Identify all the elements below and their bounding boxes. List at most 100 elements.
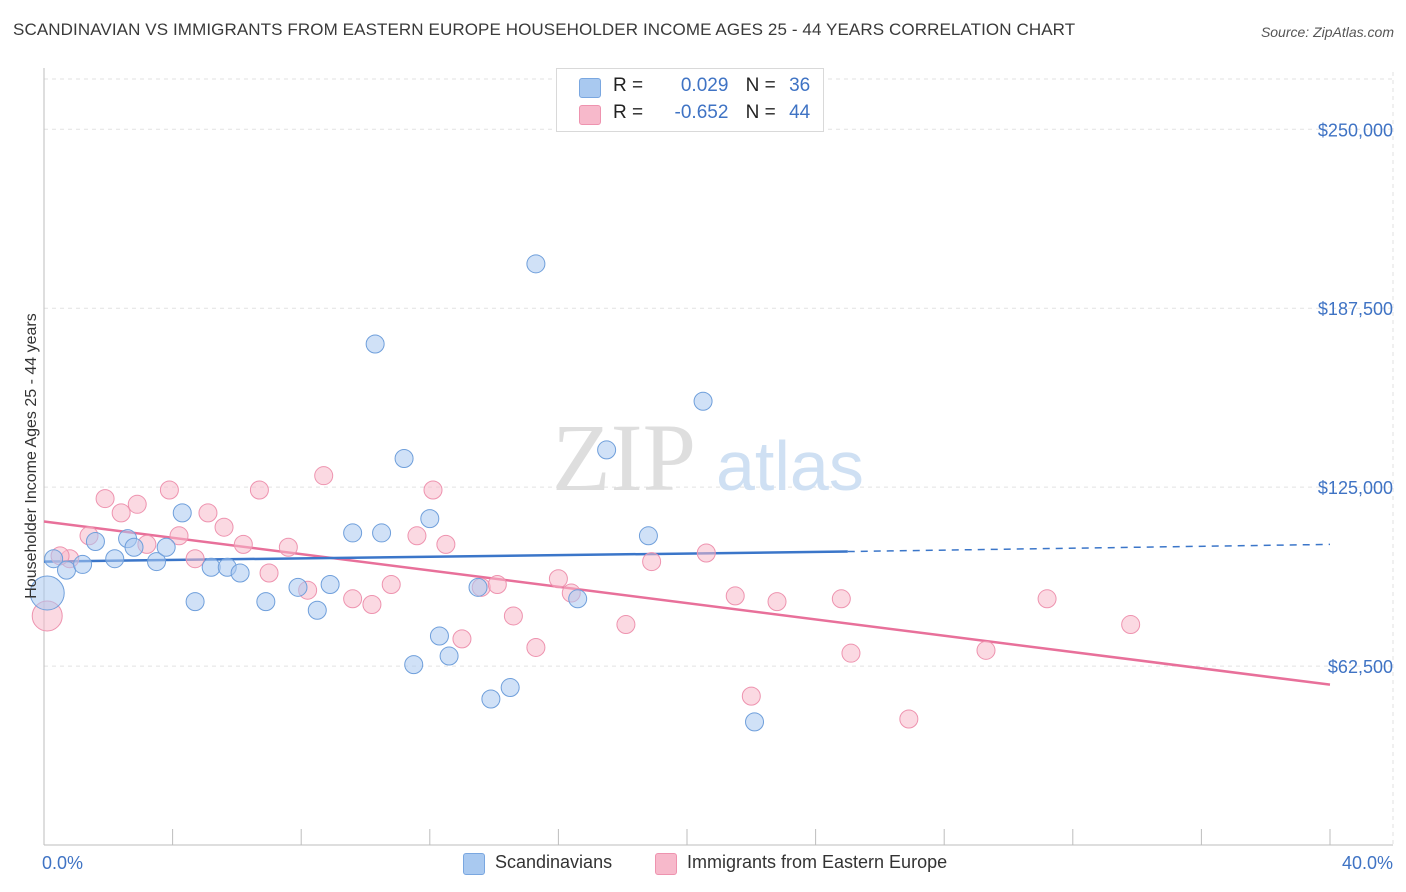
x-tick-label-min: 0.0% — [42, 853, 83, 873]
chart-title: SCANDINAVIAN VS IMMIGRANTS FROM EASTERN … — [13, 20, 1076, 39]
legend-swatch-blue — [579, 78, 601, 98]
point-eastern-europe — [381, 574, 401, 594]
point-eastern-europe — [487, 574, 507, 594]
point-eastern-europe — [642, 552, 662, 572]
point-scandinavians — [439, 646, 459, 666]
point-eastern-europe — [548, 569, 568, 589]
point-scandinavians — [320, 574, 340, 594]
legend-r-value: 0.029 — [680, 75, 729, 96]
point-eastern-europe — [233, 534, 253, 554]
point-eastern-europe — [423, 480, 443, 500]
point-scandinavians — [420, 509, 440, 529]
point-eastern-europe — [725, 586, 745, 606]
point-scandinavians — [372, 523, 392, 543]
point-eastern-europe — [436, 534, 456, 554]
legend-n-label: N = — [745, 102, 776, 123]
legend-swatch-pink — [655, 853, 677, 875]
point-eastern-europe — [767, 592, 787, 612]
point-scandinavians — [307, 600, 327, 620]
point-scandinavians — [365, 334, 385, 354]
point-eastern-europe — [343, 589, 363, 609]
legend-r-label: R = — [613, 102, 644, 123]
correlation-legend: R = 0.029 N = 36 R = -0.652 N = 44 — [556, 68, 824, 132]
point-scandinavians — [147, 552, 167, 572]
point-scandinavians — [343, 523, 363, 543]
point-eastern-europe — [259, 563, 279, 583]
y-tick-labels: $250,000 $187,500 $125,000 $62,500 — [1318, 120, 1393, 677]
trend-lines-eastern-europe — [43, 520, 1331, 686]
y-axis-label: Householder Income Ages 25 - 44 years — [23, 313, 40, 599]
y-tick-label: $250,000 — [1318, 120, 1393, 140]
point-eastern-europe — [1037, 589, 1057, 609]
legend-swatch-pink — [579, 105, 601, 125]
point-scandinavians — [73, 554, 93, 574]
legend-label: Scandinavians — [495, 852, 613, 872]
legend-swatch-blue — [463, 853, 485, 875]
point-scandinavians — [500, 678, 520, 698]
point-scandinavians — [468, 577, 488, 597]
y-tick-label: $187,500 — [1318, 299, 1393, 319]
point-scandinavians — [638, 526, 658, 546]
x-tick-label-max: 40.0% — [1342, 853, 1393, 873]
point-eastern-europe — [185, 549, 205, 569]
point-eastern-europe — [198, 503, 218, 523]
point-scandinavians — [201, 557, 221, 577]
y-tick-label: $125,000 — [1318, 478, 1393, 498]
axes — [43, 68, 1393, 846]
point-scandinavians — [105, 549, 125, 569]
legend-label: Immigrants from Eastern Europe — [687, 852, 948, 872]
point-eastern-europe — [314, 466, 334, 486]
legend-r-value: -0.652 — [674, 102, 729, 123]
source-label: Source: ZipAtlas.com — [1260, 24, 1394, 40]
point-scandinavians — [481, 689, 501, 709]
point-scandinavians — [394, 449, 414, 468]
point-scandinavians — [85, 532, 105, 552]
point-scandinavians — [256, 592, 276, 612]
point-scandinavians — [44, 549, 64, 569]
point-eastern-europe — [159, 480, 179, 500]
point-scandinavians — [172, 503, 192, 523]
point-scandinavians — [156, 537, 176, 557]
point-scandinavians — [693, 391, 713, 411]
point-eastern-europe — [831, 589, 851, 609]
point-eastern-europe — [362, 595, 382, 615]
point-scandinavians — [57, 560, 77, 580]
point-eastern-europe — [526, 637, 546, 657]
point-eastern-europe — [741, 686, 761, 706]
point-scandinavians — [568, 589, 588, 609]
trend-line-eastern-europe — [43, 520, 1331, 686]
point-eastern-europe — [249, 480, 269, 500]
point-scandinavians — [185, 592, 205, 612]
point-eastern-europe — [841, 643, 861, 663]
legend-r-label: R = — [613, 75, 644, 96]
point-scandinavians — [745, 712, 765, 732]
point-scandinavians — [429, 626, 449, 646]
point-eastern-europe — [169, 526, 189, 546]
watermark-atlas: atlas — [716, 427, 864, 505]
point-eastern-europe — [976, 640, 996, 660]
point-eastern-europe — [127, 494, 147, 514]
point-eastern-europe — [278, 537, 298, 557]
legend-n-value: 44 — [789, 102, 811, 123]
legend-n-value: 36 — [789, 75, 811, 96]
point-scandinavians — [29, 575, 65, 611]
points-scandinavians — [29, 254, 765, 732]
point-eastern-europe — [407, 526, 427, 546]
point-scandinavians — [526, 254, 546, 274]
point-eastern-europe — [452, 629, 472, 649]
point-eastern-europe — [696, 543, 716, 563]
point-eastern-europe — [95, 489, 115, 509]
point-eastern-europe — [616, 615, 636, 635]
point-scandinavians — [230, 563, 250, 583]
point-scandinavians — [124, 537, 144, 557]
watermark-zip: ZIP — [552, 404, 696, 511]
point-eastern-europe — [503, 606, 523, 626]
trend-line-scandinavians-dashed — [847, 543, 1331, 553]
legend-n-label: N = — [745, 75, 776, 96]
point-scandinavians — [404, 655, 424, 675]
y-tick-label: $62,500 — [1328, 657, 1393, 677]
point-eastern-europe — [1121, 615, 1141, 635]
points-eastern-europe — [31, 466, 1141, 729]
point-scandinavians — [288, 577, 308, 597]
point-eastern-europe — [111, 503, 131, 523]
